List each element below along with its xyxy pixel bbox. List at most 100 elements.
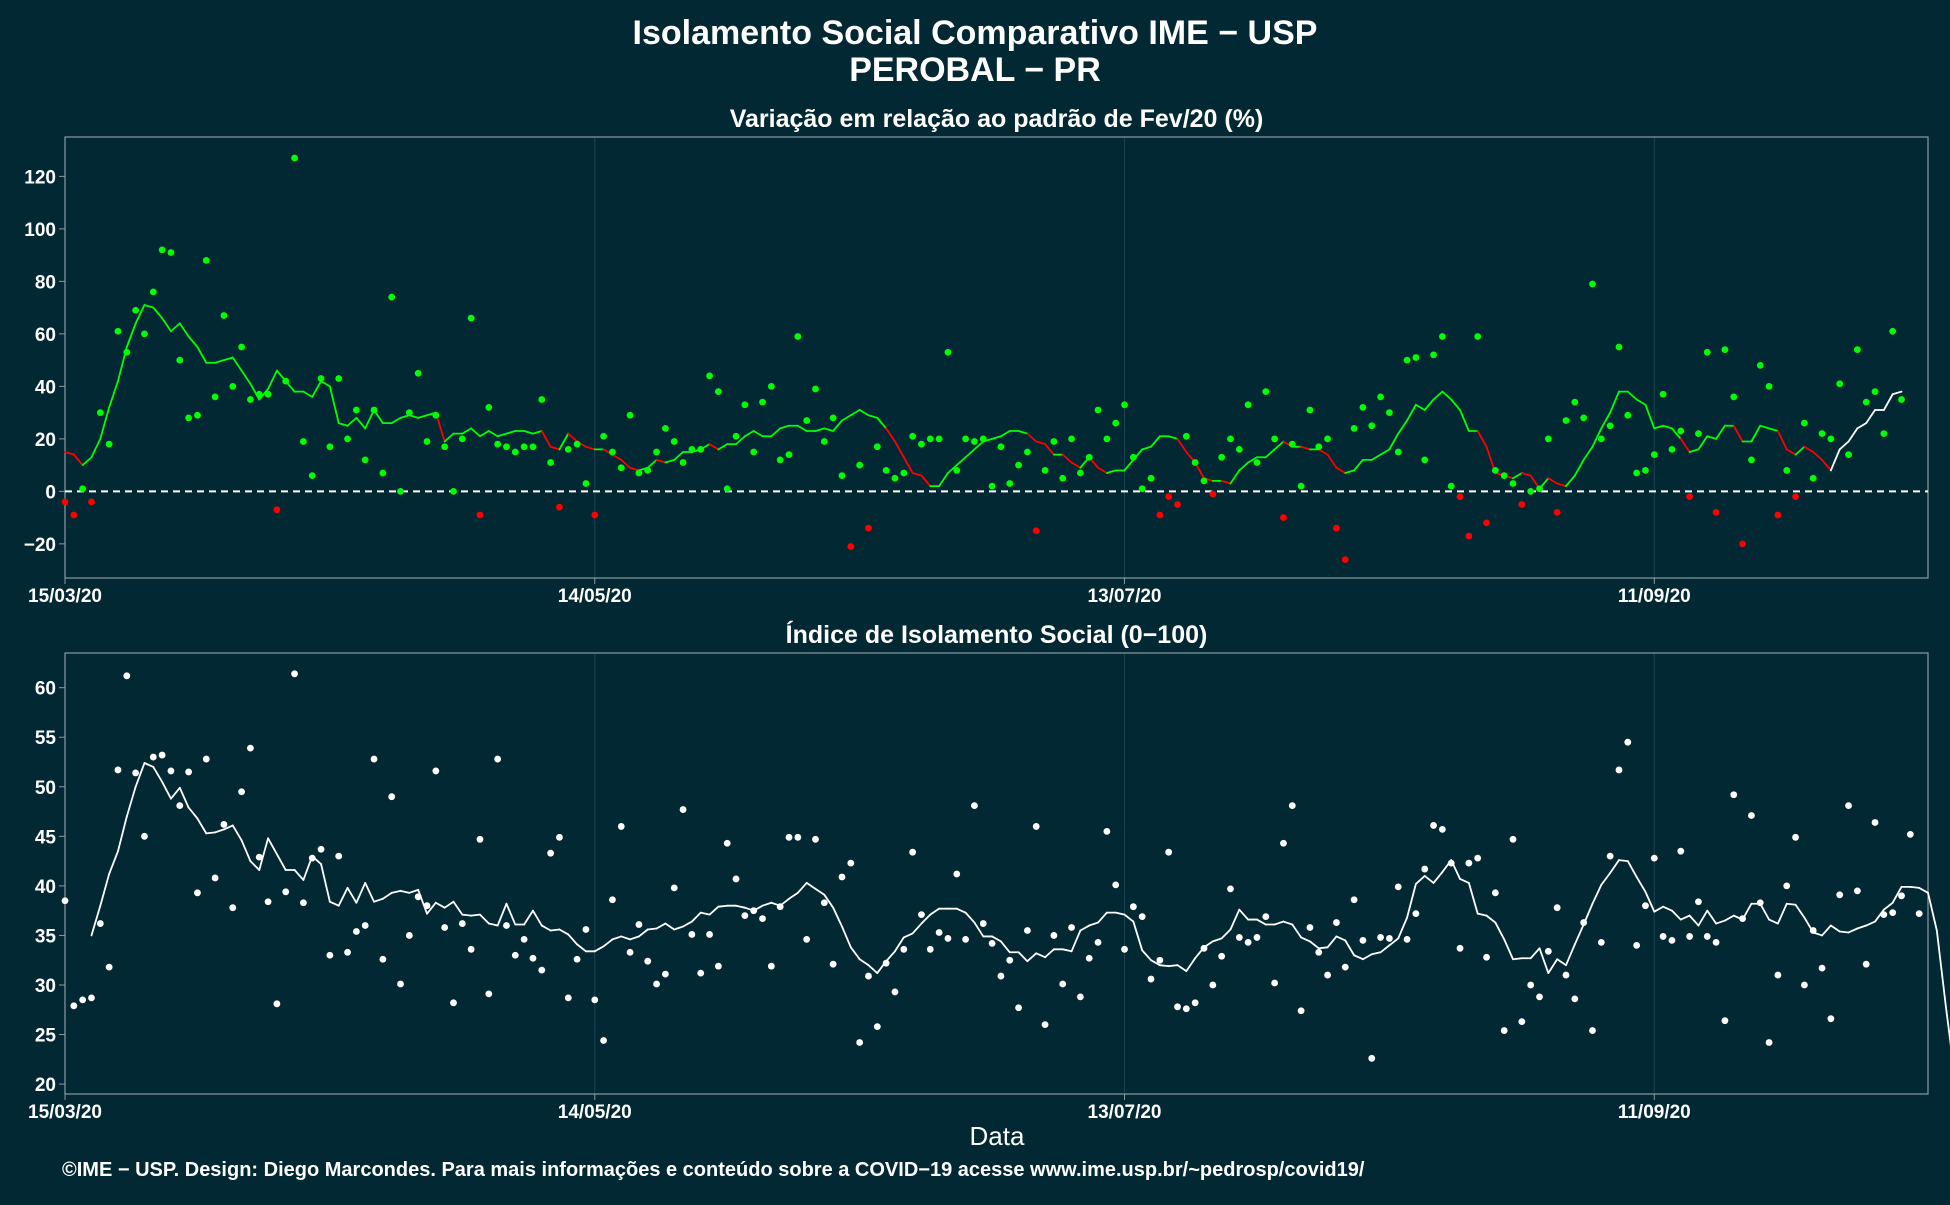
data-point xyxy=(485,990,493,998)
data-point xyxy=(1589,1027,1596,1034)
data-point xyxy=(105,440,113,448)
y-tick-label: 20 xyxy=(35,430,56,451)
data-point xyxy=(1845,451,1852,459)
data-point xyxy=(1182,432,1190,440)
data-point xyxy=(370,406,378,414)
moving-average-segment xyxy=(1379,944,1391,954)
moving-average-segment xyxy=(1759,902,1770,921)
data-point xyxy=(379,469,387,477)
moving-average-segment xyxy=(1088,921,1099,927)
data-point xyxy=(1121,945,1128,953)
data-point xyxy=(609,896,616,904)
moving-average-segment xyxy=(1671,909,1682,921)
moving-average-segment xyxy=(1609,390,1620,414)
moving-average-segment xyxy=(320,380,331,388)
variation-panel: Variação em relação ao padrão de Fev/20 … xyxy=(24,105,1929,607)
data-point xyxy=(1809,927,1817,934)
moving-average-segment xyxy=(1026,952,1038,963)
data-point xyxy=(1862,960,1870,968)
data-point xyxy=(1094,938,1102,946)
y-tick-label: 55 xyxy=(35,728,57,749)
data-point xyxy=(988,482,996,490)
moving-average-segment xyxy=(99,406,111,440)
data-point xyxy=(1174,501,1181,508)
data-point xyxy=(1774,511,1782,519)
data-point xyxy=(388,293,396,301)
moving-average-segment xyxy=(1105,469,1117,474)
moving-average-segment xyxy=(1273,440,1285,451)
data-point xyxy=(1068,435,1075,443)
moving-average-segment xyxy=(426,901,437,915)
data-point xyxy=(847,543,855,550)
moving-average-segment xyxy=(867,414,879,419)
moving-average-segment xyxy=(1097,911,1108,924)
y-tick-label: 40 xyxy=(35,877,56,898)
moving-average-segment xyxy=(673,451,684,461)
data-point xyxy=(1050,438,1058,445)
data-point xyxy=(1059,980,1067,988)
moving-average-segment xyxy=(1829,448,1841,472)
data-point xyxy=(935,435,943,443)
data-point xyxy=(873,1023,881,1031)
data-point xyxy=(238,343,245,351)
moving-average-segment xyxy=(805,882,817,890)
data-point xyxy=(1659,933,1667,940)
moving-average-segment xyxy=(258,388,269,401)
data-point xyxy=(1739,540,1746,548)
data-point xyxy=(653,980,660,988)
moving-average-segment xyxy=(434,901,446,909)
x-tick-label: 15/03/20 xyxy=(28,1102,102,1123)
moving-average-segment xyxy=(231,356,243,372)
moving-average-segment xyxy=(187,806,199,820)
data-point xyxy=(1756,361,1764,369)
data-point xyxy=(476,835,484,843)
moving-average-segment xyxy=(417,414,428,419)
data-point xyxy=(61,897,69,905)
moving-average-segment xyxy=(1229,469,1241,485)
data-point xyxy=(123,672,131,680)
moving-average-segment xyxy=(620,935,631,941)
data-point xyxy=(432,767,440,775)
moving-average-segment xyxy=(735,435,746,446)
data-point xyxy=(1712,508,1720,516)
moving-average-segment xyxy=(452,900,464,916)
y-tick-label: 80 xyxy=(35,272,56,293)
x-tick-label: 14/05/20 xyxy=(558,1102,632,1123)
moving-average-segment xyxy=(1370,453,1382,461)
data-point xyxy=(679,806,687,813)
data-point xyxy=(1827,1015,1835,1023)
moving-average-segment xyxy=(664,458,676,464)
data-point xyxy=(379,955,387,963)
data-point xyxy=(520,443,528,451)
moving-average-segment xyxy=(638,928,649,938)
moving-average-segment xyxy=(90,437,102,459)
data-point xyxy=(1456,493,1464,501)
moving-average-segment xyxy=(240,369,252,385)
moving-average-segment xyxy=(1476,912,1488,917)
moving-average-segment xyxy=(1794,445,1806,456)
data-point xyxy=(185,768,193,776)
moving-average-segment xyxy=(1035,440,1046,446)
data-point xyxy=(1438,333,1446,340)
data-point xyxy=(1430,351,1437,359)
y-tick-label: 35 xyxy=(35,926,57,947)
data-point xyxy=(220,312,228,319)
data-point xyxy=(308,854,316,862)
moving-average-segment xyxy=(1565,943,1576,967)
moving-average-segment xyxy=(1547,958,1559,974)
data-point xyxy=(882,959,890,967)
moving-average-segment xyxy=(1671,427,1682,440)
moving-average-segment xyxy=(558,432,570,451)
moving-average-segment xyxy=(355,882,367,904)
data-point xyxy=(1059,474,1067,482)
main-title-line1: Isolamento Social Comparativo IME − USP xyxy=(633,14,1318,52)
data-point xyxy=(776,903,784,911)
moving-average-segment xyxy=(276,853,287,871)
data-point xyxy=(697,445,705,453)
data-point xyxy=(1642,466,1649,474)
moving-average-segment xyxy=(1300,445,1311,451)
data-point xyxy=(1006,956,1014,964)
data-point xyxy=(414,369,422,377)
moving-average-segment xyxy=(1653,424,1665,430)
data-point xyxy=(520,936,528,943)
